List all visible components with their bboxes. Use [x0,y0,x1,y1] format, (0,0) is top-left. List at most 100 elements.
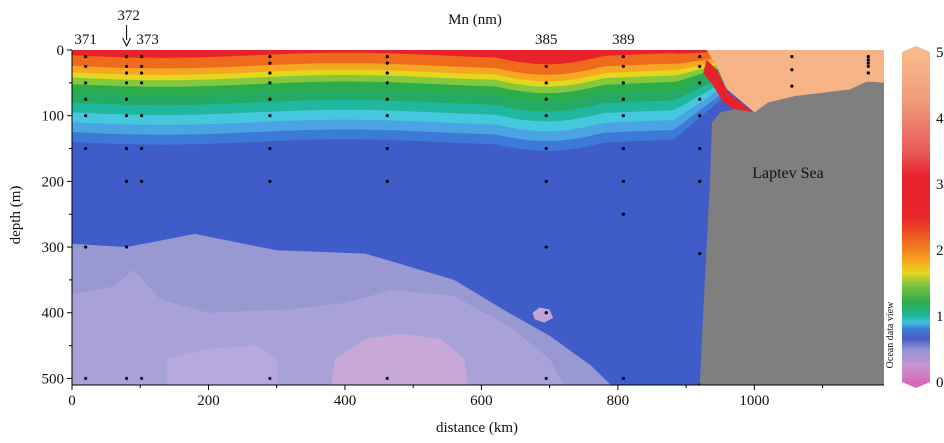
y-tick-label-2: 200 [42,174,65,190]
colorbar-tick-label-4: 4 [936,111,944,127]
sample-point-4-5 [385,114,389,118]
colorbar-tick-label-0: 0 [936,375,944,391]
sample-point-2-1 [140,64,144,69]
colorbar-top-cap [902,46,930,52]
colorbar: Ocean data view 0 1 2 3 4 5 [885,45,944,391]
sample-point-4-2 [385,71,389,75]
sample-point-4-1 [385,61,389,65]
sample-point-4-8 [385,376,389,381]
colorbar-tick-label-2: 2 [936,243,944,259]
y-tick-label-1: 100 [42,109,65,125]
sample-point-1-5 [124,114,129,118]
x-tick-label-4: 800 [607,393,630,409]
sample-point-5-3 [544,114,548,118]
sample-point-6-8 [621,376,625,381]
sample-point-2-5 [140,146,144,151]
sample-point-4-7 [385,179,389,183]
sample-point-6-3 [621,97,625,101]
sample-point-8-1 [790,68,794,72]
sample-points [84,54,870,385]
sample-point-4-4 [385,97,389,101]
sample-point-7-0 [698,54,702,59]
sample-point-1-8 [124,245,129,249]
x-tick-label-5: 1000 [739,393,769,409]
sample-point-7-2 [698,81,702,85]
sample-point-0-7 [84,376,88,381]
sample-point-5-6 [544,245,548,249]
x-tick-label-2: 400 [334,393,357,409]
sample-point-3-8 [268,376,272,381]
sample-point-5-4 [544,146,548,151]
x-tick-label-1: 200 [197,393,220,409]
sample-point-3-7 [268,179,272,183]
sample-point-6-4 [621,114,625,118]
sample-point-1-4 [124,97,129,101]
land-mask [699,81,884,385]
x-tick-label-0: 0 [68,393,76,409]
shelf-surface-field [706,50,884,113]
colorbar-bottom-cap [902,382,930,388]
sample-point-7-1 [698,64,702,69]
sample-point-0-4 [84,114,88,118]
sample-point-8-2 [790,84,794,88]
sample-point-3-3 [268,81,272,85]
station-label-371: 371 [74,32,97,48]
y-tick-label-4: 400 [42,306,65,322]
land-label: Laptev Sea [752,165,824,182]
sample-point-1-6 [124,146,129,151]
shelf-front-field [703,59,753,113]
sample-point-6-7 [621,212,625,216]
y-tick-label-3: 300 [42,240,65,256]
sample-point-3-4 [268,97,272,101]
sample-point-9-3 [866,64,870,69]
sample-point-5-1 [544,81,548,85]
sample-point-5-7 [544,311,548,315]
sample-point-2-4 [140,114,144,118]
sample-point-5-2 [544,97,548,101]
sample-point-2-7 [140,376,144,381]
sample-point-5-8 [544,376,548,381]
colorbar-gradient [902,52,930,382]
station-labels: 371 372 373 385 389 [74,8,634,48]
sample-point-2-6 [140,179,144,183]
chart-title: Mn (nm) [448,12,502,28]
colorbar-tick-label-5: 5 [936,45,944,61]
sample-point-0-0 [84,54,88,59]
sample-point-4-0 [385,54,389,59]
sample-point-9-1 [866,58,870,62]
sample-point-3-6 [268,146,272,151]
sample-point-0-5 [84,146,88,151]
sample-point-3-5 [268,114,272,118]
sample-point-9-0 [866,54,870,59]
y-tick-label-0: 0 [57,43,65,59]
station-label-372: 372 [117,8,140,24]
sample-point-2-2 [140,71,144,75]
sample-point-1-9 [124,376,129,381]
sample-point-0-1 [84,64,88,69]
axes: 0 200 400 600 800 1000 0 100 200 300 400 500 [42,43,884,409]
sample-point-1-3 [124,81,129,85]
sample-point-0-6 [84,245,88,249]
field-contour-3 [331,333,468,385]
sample-point-1-0 [124,54,129,59]
sample-point-4-3 [385,81,389,85]
sample-point-7-4 [698,114,702,118]
sample-point-3-0 [268,54,272,59]
sample-point-1-1 [124,64,129,69]
colorbar-tick-label-3: 3 [936,177,944,193]
sample-point-6-6 [621,179,625,183]
sample-point-8-0 [790,54,794,59]
sample-point-9-2 [866,61,870,65]
sample-point-6-5 [621,146,625,151]
station-label-389: 389 [612,32,635,48]
sample-point-0-2 [84,81,88,85]
station-label-373: 373 [136,32,159,48]
land-shape [699,81,884,385]
sample-point-3-1 [268,61,272,65]
sample-point-6-1 [621,64,625,69]
station-arrow-head [122,37,132,48]
sample-point-4-6 [385,146,389,151]
sample-point-0-3 [84,97,88,101]
